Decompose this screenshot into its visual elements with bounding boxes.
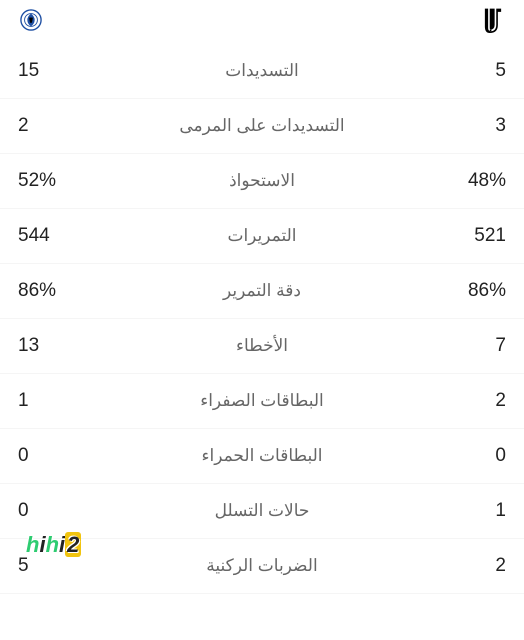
stat-label: التسديدات على المرمى	[78, 116, 446, 136]
stat-away-value: 13	[18, 335, 78, 357]
stat-away-value: 52%	[18, 170, 78, 192]
stat-row: 7 الأخطاء 13	[0, 319, 524, 374]
stat-home-value: 2	[446, 390, 506, 412]
stat-label: التمريرات	[78, 226, 446, 246]
stat-row: 0 البطاقات الحمراء 0	[0, 429, 524, 484]
stat-away-value: 0	[18, 500, 78, 522]
stat-away-value: 86%	[18, 280, 78, 302]
stat-label: البطاقات الحمراء	[78, 446, 446, 466]
stat-row: 2 البطاقات الصفراء 1	[0, 374, 524, 429]
watermark-part: 2	[65, 532, 81, 557]
stat-away-value: 544	[18, 225, 78, 247]
stat-away-value: 0	[18, 445, 78, 467]
stat-label: حالات التسلل	[78, 501, 446, 521]
watermark-logo: hihi2	[26, 532, 81, 558]
stat-row: 48% الاستحواذ 52%	[0, 154, 524, 209]
stat-home-value: 7	[446, 335, 506, 357]
stat-home-value: 521	[446, 225, 506, 247]
match-header	[0, 0, 524, 44]
stat-home-value: 2	[446, 555, 506, 577]
stat-home-value: 48%	[446, 170, 506, 192]
stat-home-value: 0	[446, 445, 506, 467]
stat-label: البطاقات الصفراء	[78, 391, 446, 411]
stat-row: 3 التسديدات على المرمى 2	[0, 99, 524, 154]
match-stats-table: 5 التسديدات 15 3 التسديدات على المرمى 2 …	[0, 44, 524, 594]
stat-row: 1 حالات التسلل 0	[0, 484, 524, 539]
stat-label: التسديدات	[78, 61, 446, 81]
stat-row: 521 التمريرات 544	[0, 209, 524, 264]
stat-away-value: 15	[18, 60, 78, 82]
watermark-part: h	[46, 532, 59, 557]
stat-home-value: 3	[446, 115, 506, 137]
stat-label: الاستحواذ	[78, 171, 446, 191]
stat-row: 86% دقة التمرير 86%	[0, 264, 524, 319]
stat-home-value: 86%	[446, 280, 506, 302]
stat-label: الضربات الركنية	[78, 556, 446, 576]
home-team-logo	[480, 7, 506, 33]
watermark-part: h	[26, 532, 39, 557]
stat-away-value: 5	[18, 555, 78, 577]
stat-label: الأخطاء	[78, 336, 446, 356]
stat-home-value: 5	[446, 60, 506, 82]
stat-away-value: 2	[18, 115, 78, 137]
away-team-logo	[18, 7, 44, 33]
stat-home-value: 1	[446, 500, 506, 522]
stat-row: 5 التسديدات 15	[0, 44, 524, 99]
stat-label: دقة التمرير	[78, 281, 446, 301]
stat-away-value: 1	[18, 390, 78, 412]
